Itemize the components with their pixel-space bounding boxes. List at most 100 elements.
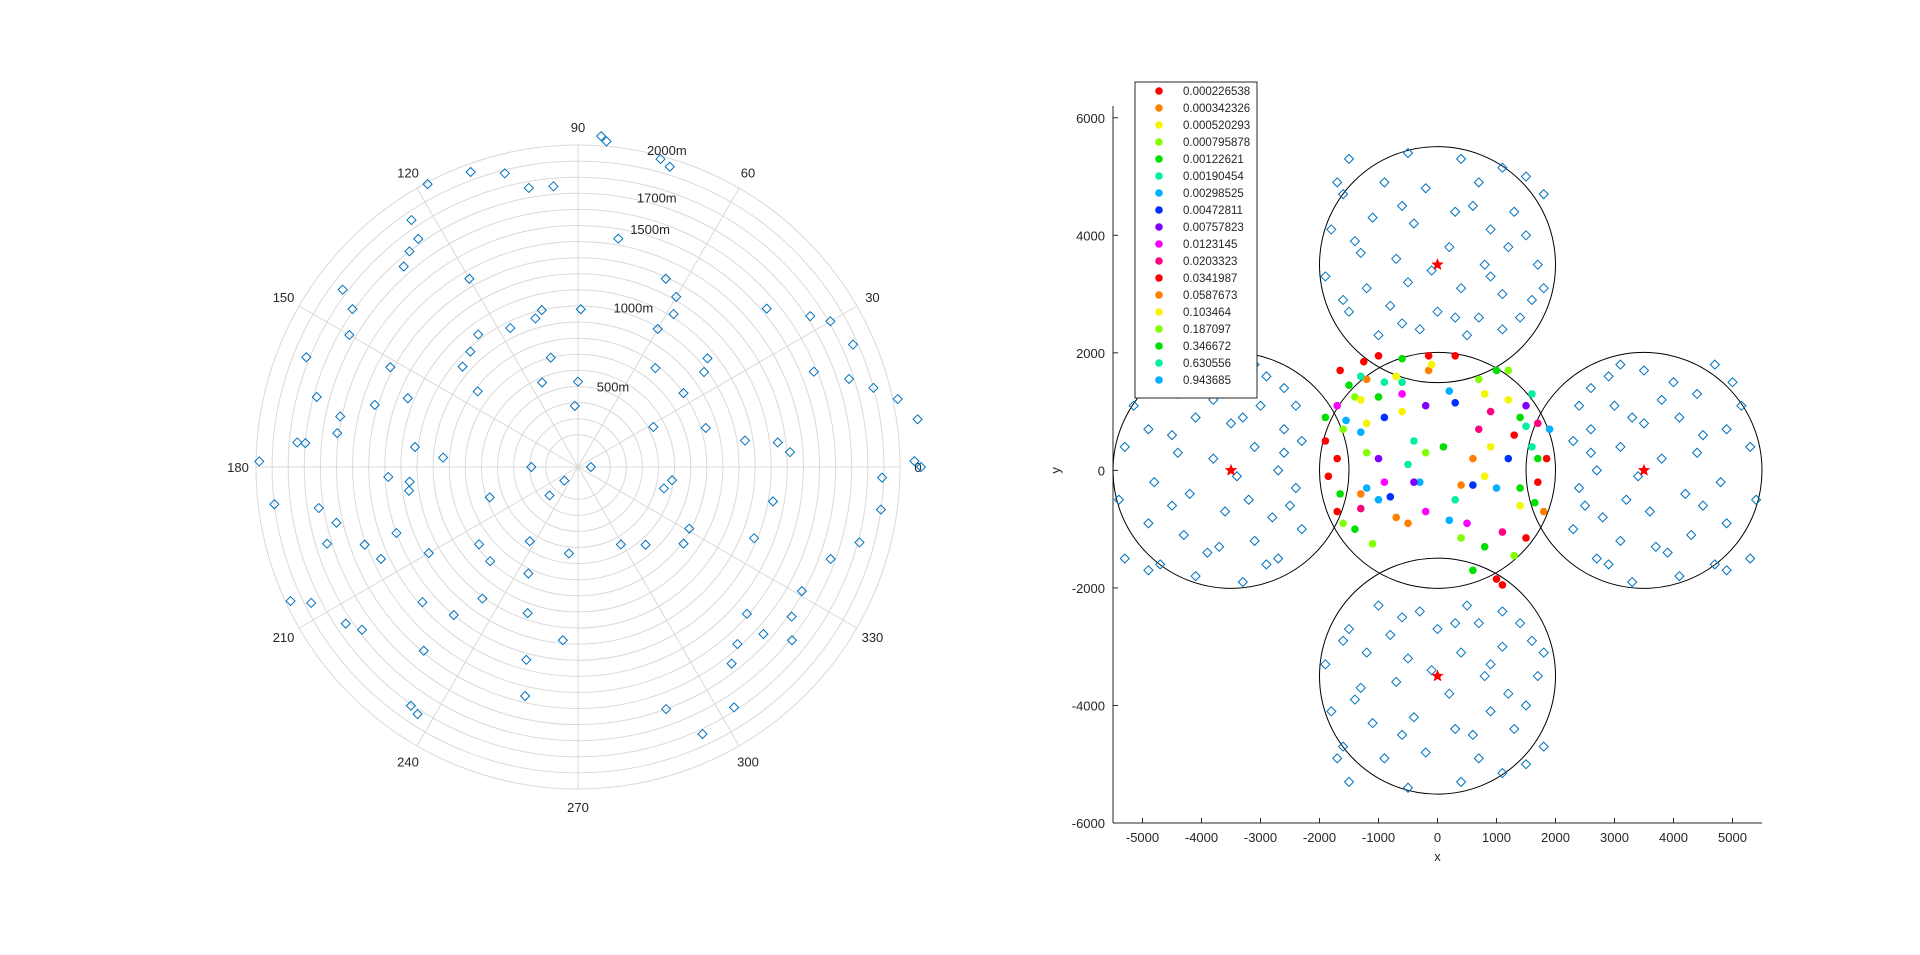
polar-point <box>843 373 855 385</box>
polar-point <box>522 607 533 619</box>
outer-user-point <box>1668 377 1679 388</box>
legend-marker <box>1155 308 1163 316</box>
outer-user-point <box>1278 424 1290 435</box>
outer-user-point <box>1532 259 1544 270</box>
center-user-point <box>1362 448 1371 457</box>
polar-point <box>385 362 396 373</box>
polar-point <box>595 130 607 142</box>
polar-point <box>347 303 358 315</box>
outer-user-point <box>1526 635 1538 647</box>
polar-point <box>331 517 342 528</box>
center-user-point <box>1374 351 1383 360</box>
outer-user-point <box>1143 424 1154 435</box>
outer-user-point <box>1567 523 1579 535</box>
cell-boundary <box>1525 351 1763 589</box>
outer-user-point <box>1685 529 1697 541</box>
outer-user-point <box>1396 200 1408 212</box>
outer-user-point <box>1361 282 1372 294</box>
outer-user-point <box>1727 377 1738 388</box>
outer-user-point <box>1674 412 1685 423</box>
outer-user-point <box>1691 447 1703 458</box>
outer-user-point <box>1143 565 1154 576</box>
outer-user-point <box>1461 600 1473 611</box>
base-station-star <box>1637 463 1651 476</box>
outer-user-point <box>1367 717 1378 729</box>
center-user-point <box>1362 375 1371 384</box>
center-user-point <box>1410 478 1418 486</box>
polar-point <box>875 504 887 515</box>
center-user-point <box>1333 507 1341 516</box>
polar-point <box>422 178 433 190</box>
polar-theta-tick-label: 330 <box>862 630 884 645</box>
polar-grid-spoke <box>416 187 579 468</box>
polar-point <box>423 547 435 559</box>
polar-point <box>448 609 460 621</box>
outer-user-point <box>1497 324 1508 335</box>
outer-user-point <box>1337 294 1349 306</box>
outer-user-point <box>1455 776 1467 788</box>
x-tick-label: -5000 <box>1126 830 1159 845</box>
polar-point <box>417 596 428 608</box>
center-user-point <box>1342 416 1350 425</box>
center-user-point <box>1380 478 1389 486</box>
polar-radius-label: 1500m <box>630 222 670 237</box>
center-user-point <box>1357 372 1365 381</box>
outer-cell-users <box>1113 147 1762 793</box>
center-user-point <box>1416 478 1424 486</box>
legend-label: 0.0123145 <box>1183 239 1237 251</box>
outer-user-point <box>1190 412 1201 423</box>
outer-user-point <box>1750 494 1762 505</box>
center-user-point <box>1321 437 1330 445</box>
center-user-point <box>1392 513 1400 522</box>
polar-point <box>601 136 612 147</box>
outer-user-point <box>1650 541 1662 552</box>
center-user-point <box>1324 472 1333 481</box>
outer-user-point <box>1520 230 1532 241</box>
outer-user-point <box>1272 553 1284 564</box>
polar-point <box>311 391 322 403</box>
center-user-point <box>1380 413 1389 422</box>
polar-radius-label: 500m <box>597 379 630 394</box>
polar-point <box>285 595 296 607</box>
center-user-point <box>1410 437 1418 445</box>
polar-point <box>413 233 424 245</box>
polar-point <box>334 411 346 422</box>
outer-user-point <box>1503 688 1514 699</box>
outer-user-point <box>1178 529 1190 541</box>
outer-user-point <box>1721 424 1732 435</box>
center-user-point <box>1469 454 1477 463</box>
polar-point <box>761 303 772 314</box>
polar-theta-tick-label: 210 <box>273 630 295 645</box>
center-user-point <box>1486 407 1495 416</box>
legend-label: 0.000520293 <box>1183 120 1250 132</box>
y-tick-label: 2000 <box>1076 346 1105 361</box>
outer-user-point <box>1485 224 1496 235</box>
center-user-point <box>1398 378 1406 387</box>
center-user-point <box>1475 425 1483 434</box>
outer-user-point <box>1656 394 1667 406</box>
polar-grid-spoke <box>577 305 858 468</box>
x-tick-label: -2000 <box>1303 830 1336 845</box>
polar-point <box>305 597 317 609</box>
y-tick-label: -2000 <box>1072 581 1105 596</box>
polar-point <box>472 386 483 397</box>
outer-user-point <box>1662 547 1673 558</box>
center-user-point <box>1528 390 1536 398</box>
polar-point <box>465 346 476 357</box>
polar-point <box>521 654 532 666</box>
outer-user-point <box>1538 647 1549 658</box>
polar-point <box>739 435 751 446</box>
outer-user-point <box>1503 241 1514 253</box>
polar-theta-tick-label: 90 <box>571 120 585 135</box>
polar-point <box>854 537 865 548</box>
polar-point <box>660 273 671 284</box>
center-user-point <box>1539 507 1548 516</box>
center-user-point <box>1374 495 1383 504</box>
polar-point <box>484 492 495 503</box>
outer-user-point <box>1615 359 1626 370</box>
outer-user-point <box>1432 623 1443 635</box>
outer-user-point <box>1272 465 1284 476</box>
legend-marker <box>1155 138 1163 146</box>
base-stations <box>1224 257 1651 682</box>
polar-point <box>666 475 678 486</box>
